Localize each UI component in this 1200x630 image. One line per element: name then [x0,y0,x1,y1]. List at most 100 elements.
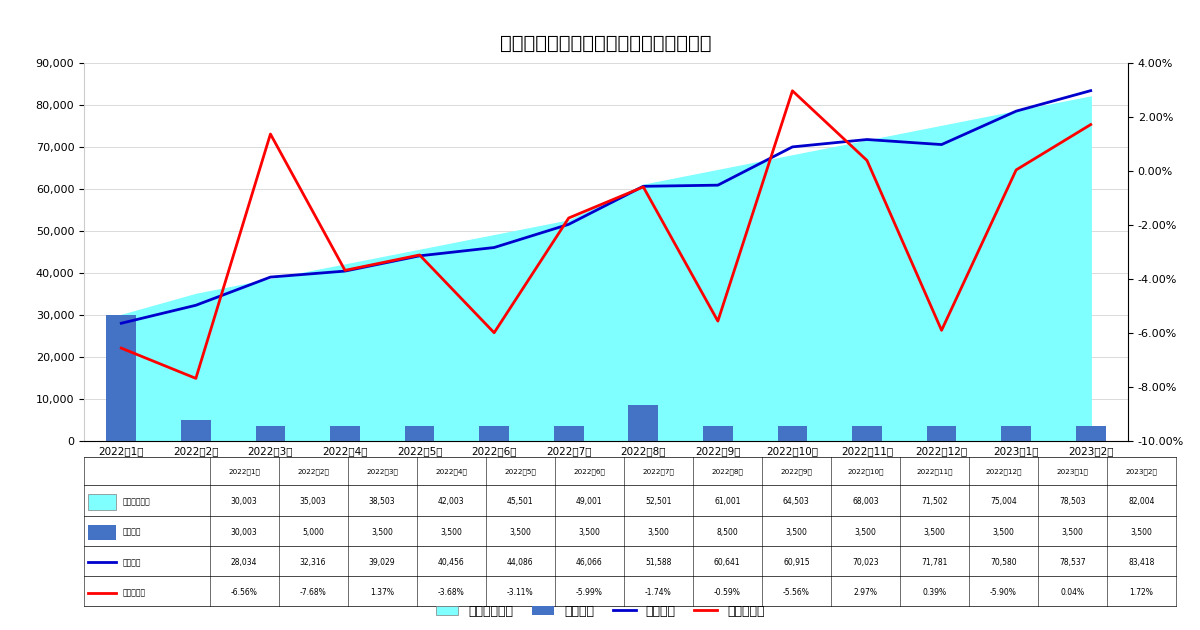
評価金額 [935,140,949,148]
Text: 2022年9月: 2022年9月 [780,469,812,475]
Text: 40,456: 40,456 [438,558,464,567]
Text: 71,502: 71,502 [922,498,948,507]
評価損益率 [1084,121,1098,129]
Text: 82,004: 82,004 [1128,498,1154,507]
Bar [554,427,583,441]
Text: 3,500: 3,500 [924,528,946,537]
Text: 受渡金額: 受渡金額 [122,528,140,537]
Text: 3,500: 3,500 [371,528,394,537]
Text: 2022年5月: 2022年5月 [504,469,536,475]
Bar [703,427,733,441]
Text: 3,500: 3,500 [1130,528,1152,537]
Text: 2022年10月: 2022年10月 [847,469,883,475]
Text: 51,588: 51,588 [646,558,672,567]
Text: 60,915: 60,915 [784,558,810,567]
Text: 2022年4月: 2022年4月 [436,469,467,475]
Text: 3,500: 3,500 [647,528,670,537]
Text: 3,500: 3,500 [785,528,808,537]
Text: -5.56%: -5.56% [782,588,810,597]
Text: 3,500: 3,500 [578,528,600,537]
Bar [330,427,360,441]
Text: 2022年11月: 2022年11月 [916,469,953,475]
Text: 3,500: 3,500 [440,528,462,537]
Text: -3.68%: -3.68% [438,588,464,597]
評価金額 [487,244,502,251]
評価損益率 [413,251,427,259]
評価金額 [263,273,277,281]
Text: 0.04%: 0.04% [1061,588,1085,597]
Text: 5,000: 5,000 [302,528,324,537]
Text: 49,001: 49,001 [576,498,602,507]
Bar [107,315,137,441]
Title: わが家のひふみひふみワールド運用実績: わが家のひふみひふみワールド運用実績 [500,34,712,53]
Text: -7.68%: -7.68% [300,588,326,597]
Line: 評価金額: 評価金額 [121,91,1091,323]
Text: 3,500: 3,500 [1062,528,1084,537]
評価金額 [413,252,427,260]
Text: 52,501: 52,501 [646,498,672,507]
評価損益率 [263,130,277,138]
評価金額 [188,302,203,309]
Text: 32,316: 32,316 [300,558,326,567]
Text: 2022年3月: 2022年3月 [366,469,398,475]
Text: 68,003: 68,003 [852,498,878,507]
Text: 42,003: 42,003 [438,498,464,507]
Text: 1.72%: 1.72% [1129,588,1153,597]
Bar [1076,427,1105,441]
Bar [256,427,286,441]
Text: 3,500: 3,500 [854,528,876,537]
Text: -1.74%: -1.74% [644,588,672,597]
Bar [89,525,115,540]
Text: 3,500: 3,500 [509,528,532,537]
Text: 78,503: 78,503 [1060,498,1086,507]
Text: 0.39%: 0.39% [923,588,947,597]
Text: 45,501: 45,501 [506,498,534,507]
Bar [629,405,659,441]
Text: 2.97%: 2.97% [853,588,877,597]
評価金額 [1084,87,1098,94]
Text: 38,503: 38,503 [368,498,396,507]
Text: 2023年1月: 2023年1月 [1056,469,1088,475]
Text: 2022年6月: 2022年6月 [574,469,605,475]
Text: 64,503: 64,503 [782,498,810,507]
評価損益率 [636,183,650,191]
Text: 2023年2月: 2023年2月 [1126,469,1158,475]
評価金額 [636,183,650,190]
Text: -5.99%: -5.99% [576,588,602,597]
Bar [926,427,956,441]
Text: 46,066: 46,066 [576,558,602,567]
Text: 3,500: 3,500 [992,528,1014,537]
Bar [404,427,434,441]
Text: -0.59%: -0.59% [714,588,740,597]
Bar [89,495,115,510]
Legend: 受渡金額合計, 受渡金額, 評価金額, 評価損益率: 受渡金額合計, 受渡金額, 評価金額, 評価損益率 [431,600,769,622]
Bar [778,427,808,441]
Text: 1.37%: 1.37% [370,588,394,597]
評価損益率 [860,157,875,164]
Text: 30,003: 30,003 [230,528,258,537]
評価金額 [562,220,576,228]
評価金額 [114,319,128,327]
Text: 受渡金額合計: 受渡金額合計 [122,498,150,507]
評価金額 [860,135,875,143]
Text: 70,023: 70,023 [852,558,878,567]
Bar [1001,427,1031,441]
Text: 2022年8月: 2022年8月 [712,469,743,475]
Text: -5.90%: -5.90% [990,588,1016,597]
Text: 44,086: 44,086 [506,558,534,567]
評価損益率 [338,266,353,274]
Bar [479,427,509,441]
評価金額 [338,267,353,275]
Text: 評価金額: 評価金額 [122,558,140,567]
Text: 28,034: 28,034 [230,558,257,567]
評価損益率 [188,375,203,382]
Bar [181,420,211,441]
Text: 2022年2月: 2022年2月 [298,469,329,475]
Text: -6.56%: -6.56% [230,588,258,597]
Text: 78,537: 78,537 [1060,558,1086,567]
Text: 75,004: 75,004 [990,498,1016,507]
評価損益率 [114,345,128,352]
Text: -3.11%: -3.11% [506,588,534,597]
評価損益率 [1009,166,1024,174]
Text: 35,003: 35,003 [300,498,326,507]
